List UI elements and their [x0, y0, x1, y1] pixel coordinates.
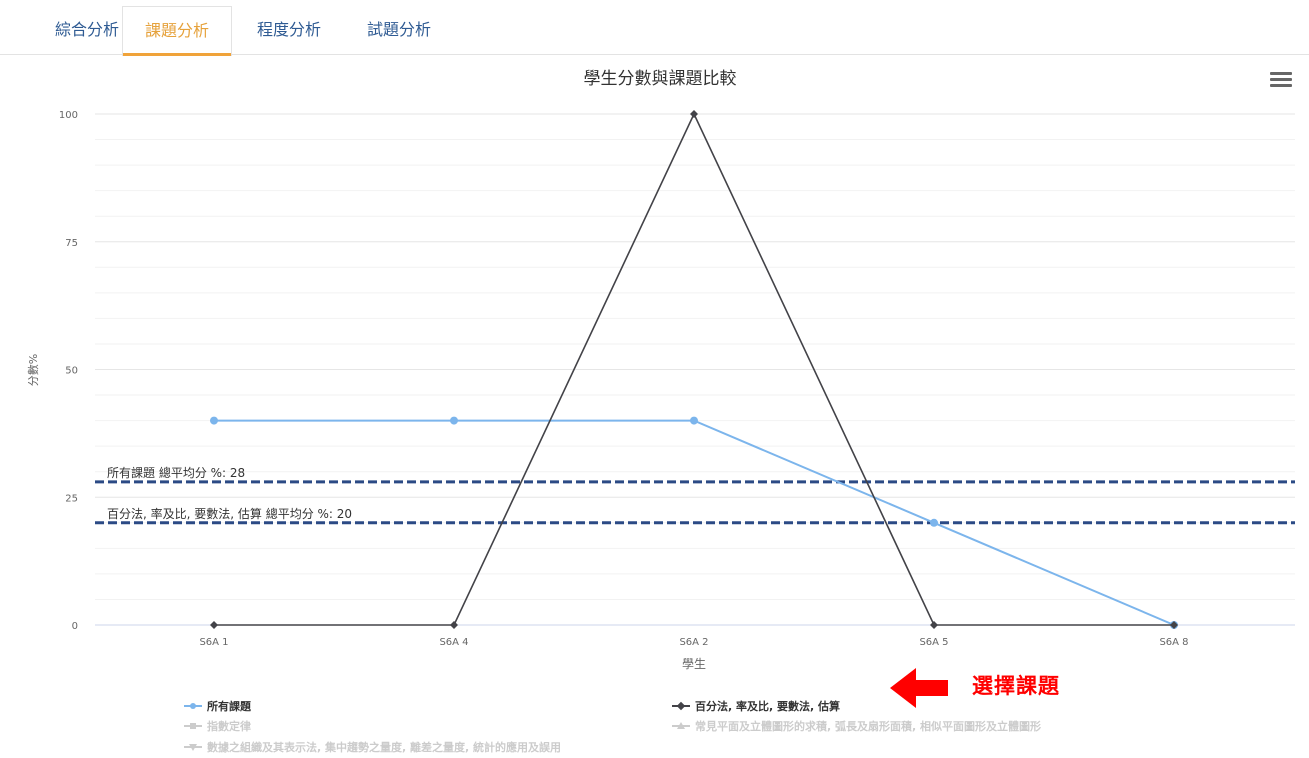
x-axis: S6A 1 S6A 4 S6A 2 S6A 5 S6A 8: [95, 624, 1295, 648]
legend-label: 百分法, 率及比, 要數法, 估算: [695, 700, 841, 713]
data-point: [450, 621, 458, 629]
plot-lines: 所有課題 總平均分 %: 28 百分法, 率及比, 要數法, 估算 總平均分 %:…: [95, 465, 1295, 525]
triangle-down-marker-icon: [184, 742, 202, 752]
tab-topic-analysis[interactable]: 課題分析: [122, 6, 232, 56]
legend-item-statistics[interactable]: 數據之組織及其表示法, 集中趨勢之量度, 離差之量度, 統計的應用及誤用: [184, 739, 561, 755]
legend-label: 常見平面及立體圖形的求積, 弧長及扇形面積, 相似平面圖形及立體圖形: [695, 720, 1042, 733]
legend-label: 數據之組織及其表示法, 集中趨勢之量度, 離差之量度, 統計的應用及誤用: [207, 741, 562, 754]
x-axis-label: 學生: [682, 657, 706, 671]
data-point: [690, 110, 698, 118]
data-point: [930, 621, 938, 629]
data-point: [1170, 621, 1178, 629]
tab-question-analysis[interactable]: 試題分析: [366, 20, 431, 39]
legend-label: 所有課題: [207, 700, 251, 713]
left-arrow-icon: [890, 668, 948, 708]
tab-overall-analysis[interactable]: 綜合分析: [54, 20, 119, 39]
tab-level-analysis[interactable]: 程度分析: [256, 20, 321, 39]
select-topic-note: 選擇課題: [972, 674, 1060, 698]
y-axis: 0 25 50 75 100: [59, 110, 78, 632]
x-tick-label: S6A 5: [919, 637, 948, 648]
legend-item-index-laws[interactable]: 指數定律: [184, 718, 251, 734]
y-tick-label: 50: [65, 366, 78, 377]
circle-marker-icon: [184, 701, 202, 711]
x-tick-label: S6A 8: [1159, 637, 1188, 648]
average-plot-line-label: 所有課題 總平均分 %: 28: [107, 465, 245, 480]
data-point: [210, 621, 218, 629]
chart-title: 學生分數與課題比較: [584, 69, 737, 89]
y-tick-label: 100: [59, 110, 78, 121]
y-tick-label: 25: [65, 493, 78, 504]
x-tick-label: S6A 1: [199, 637, 228, 648]
data-point: [690, 416, 698, 425]
data-point: [450, 416, 458, 425]
y-tick-label: 0: [72, 621, 78, 632]
triangle-marker-icon: [672, 721, 690, 731]
legend-item-all-topics[interactable]: 所有課題: [184, 698, 251, 714]
x-tick-label: S6A 2: [679, 637, 708, 648]
legend-label: 指數定律: [207, 720, 251, 733]
average-plot-line-label: 百分法, 率及比, 要數法, 估算 總平均分 %: 20: [107, 506, 352, 521]
y-tick-label: 75: [65, 238, 78, 249]
data-point: [930, 518, 938, 527]
y-axis-label: 分數%: [27, 354, 40, 386]
legend-item-percentage-topic[interactable]: 百分法, 率及比, 要數法, 估算: [672, 698, 840, 714]
series-layer: [210, 110, 1178, 629]
x-tick-label: S6A 4: [439, 637, 468, 648]
diamond-marker-icon: [672, 701, 690, 711]
chart-menu-icon[interactable]: [1270, 72, 1292, 90]
legend-item-mensuration[interactable]: 常見平面及立體圖形的求積, 弧長及扇形面積, 相似平面圖形及立體圖形: [672, 718, 1041, 734]
data-point: [210, 416, 218, 425]
tab-bar: 綜合分析 課題分析 程度分析 試題分析: [0, 0, 1309, 56]
square-marker-icon: [184, 721, 202, 731]
chart-grid: [95, 113, 1295, 600]
